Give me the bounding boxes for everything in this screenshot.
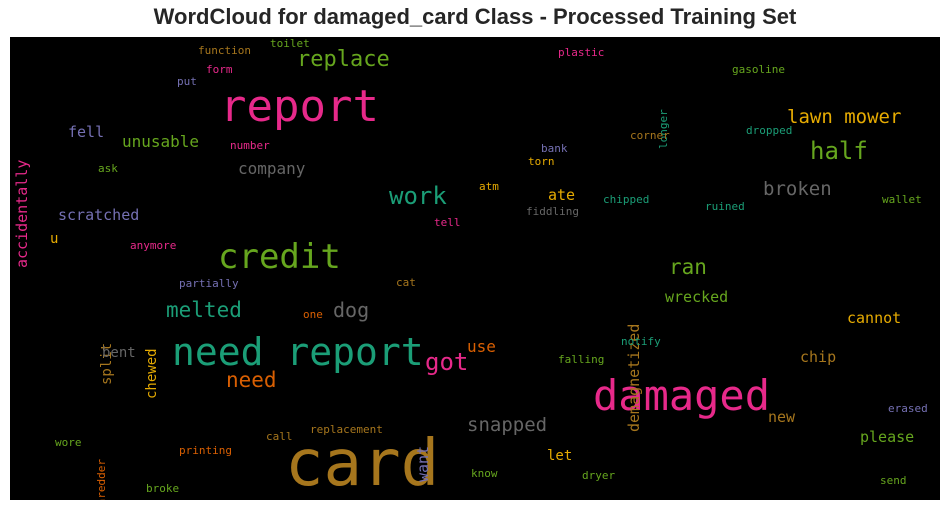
word-know: know (471, 467, 498, 480)
word-gasoline: gasoline (732, 63, 785, 76)
word-wore: wore (55, 436, 82, 449)
word-torn: torn (528, 155, 555, 168)
word-chip: chip (800, 348, 837, 366)
word-replace: replace (297, 47, 390, 72)
word-corner: corner (630, 129, 670, 142)
word-fell: fell (68, 123, 105, 141)
word-ask: ask (98, 162, 118, 175)
chart-title: WordCloud for damaged_card Class - Proce… (153, 4, 797, 29)
word-bent: bent (102, 345, 136, 361)
word-wallet: wallet (882, 193, 922, 206)
word-call: call (266, 430, 293, 443)
word-ruined: ruined (705, 200, 745, 213)
word-lawn-mower: lawn mower (787, 106, 902, 128)
word-use: use (467, 337, 496, 356)
word-ate: ate (548, 186, 576, 204)
word-melted: melted (166, 298, 242, 322)
word-send: send (880, 474, 907, 487)
word-company: company (238, 159, 306, 178)
word-chewed: chewed (144, 348, 160, 399)
word-need: need (226, 368, 277, 392)
word-half: half (810, 137, 868, 165)
word-damaged: damaged (593, 371, 771, 420)
word-need-report: need report (172, 330, 424, 374)
word-fiddling: fiddling (526, 205, 579, 218)
word-cloud-canvas: card report damaged need report credit replac… (10, 37, 940, 500)
word-got: got (425, 348, 469, 376)
word-one: one (303, 308, 323, 321)
word-u: u (50, 231, 59, 247)
word-want: want (414, 445, 432, 482)
word-falling: falling (558, 353, 605, 366)
word-cannot: cannot (847, 309, 902, 327)
word-scratched: scratched (58, 206, 140, 224)
word-snapped: snapped (467, 414, 548, 436)
word-dryer: dryer (582, 469, 616, 482)
word-accidentally: accidentally (13, 159, 31, 268)
word-report: report (220, 81, 379, 132)
word-card: card (285, 427, 440, 500)
word-wrecked: wrecked (665, 288, 729, 306)
word-atm: atm (479, 180, 499, 193)
word-plastic: plastic (558, 46, 605, 59)
word-bank: bank (541, 142, 568, 155)
word-printing: printing (179, 444, 232, 457)
word-broken: broken (763, 178, 832, 200)
word-put: put (177, 75, 197, 88)
word-please: please (860, 428, 915, 446)
word-dog: dog (333, 298, 370, 322)
word-new: new (768, 408, 796, 426)
word-tell: tell (434, 216, 461, 229)
word-erased: erased (888, 402, 928, 415)
word-cat: cat (396, 276, 416, 289)
word-credit: credit (218, 237, 341, 277)
word-ran: ran (669, 255, 707, 279)
word-unusable: unusable (122, 132, 200, 151)
word-form: form (206, 63, 233, 76)
word-notify: notify (621, 335, 661, 348)
word-replacement: replacement (310, 423, 383, 436)
word-let: let (547, 448, 573, 464)
word-number: number (230, 139, 270, 152)
word-chipped: chipped (603, 193, 650, 206)
word-partially: partially (179, 277, 239, 290)
word-shredder: shredder (95, 459, 108, 500)
word-broke: broke (146, 482, 180, 495)
word-anymore: anymore (130, 239, 177, 252)
word-function: function (198, 44, 251, 57)
word-dropped: dropped (746, 124, 793, 137)
word-toilet: toilet (270, 37, 310, 50)
word-work: work (389, 182, 447, 210)
